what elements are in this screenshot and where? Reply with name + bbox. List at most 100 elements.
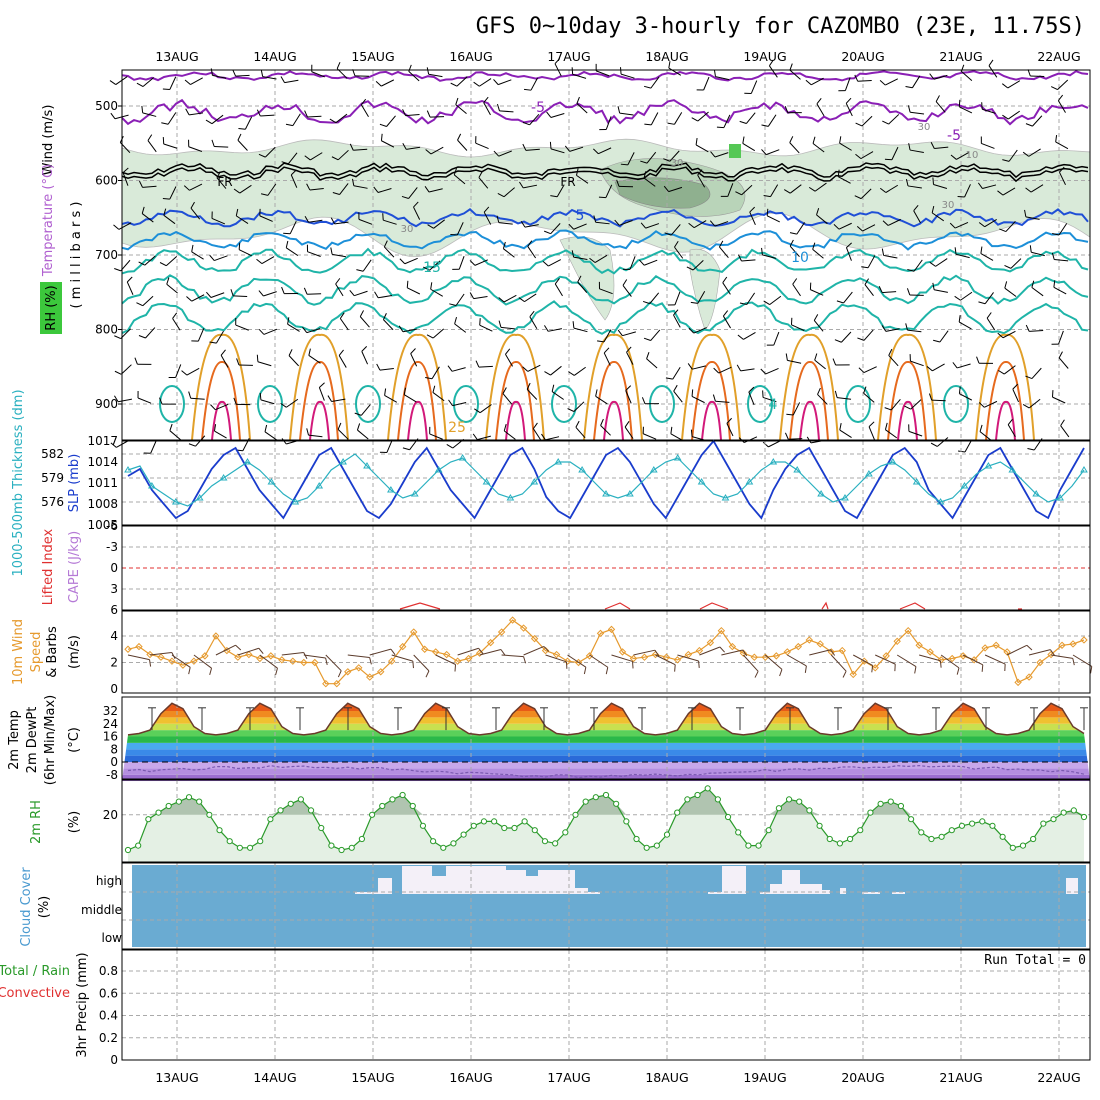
wind-barb xyxy=(810,289,824,296)
wind-barb xyxy=(501,654,524,658)
wind-barb-flag xyxy=(498,320,502,328)
wind-barb-flag xyxy=(216,171,221,179)
wind-barb-flag xyxy=(541,433,546,441)
cloud-clear-patch xyxy=(446,866,506,894)
wind-barb xyxy=(668,186,683,193)
wind-barb xyxy=(550,365,562,376)
wind-barb xyxy=(1028,398,1041,409)
wind-barb xyxy=(1025,216,1040,220)
wind-barb xyxy=(431,366,440,380)
wind-speed-marker xyxy=(959,652,967,660)
wind-barb-flag xyxy=(836,300,844,304)
wind-barb-flag xyxy=(882,120,889,125)
wind-barb-flag xyxy=(864,278,870,285)
wind-barb xyxy=(862,224,876,232)
wind-barb xyxy=(402,328,417,333)
wind-barb-flag xyxy=(188,443,196,447)
wind-barb xyxy=(697,290,706,304)
wind-barb-flag xyxy=(114,335,121,340)
rh2m-marker xyxy=(236,844,243,851)
wind-barb-flag xyxy=(863,386,867,394)
rh2m-marker xyxy=(552,840,559,847)
contour-magenta xyxy=(799,401,820,441)
rh2m-marker xyxy=(277,807,284,814)
wind-barb-flag xyxy=(390,648,396,656)
wind-barb-flag xyxy=(713,69,716,77)
rh2m-marker xyxy=(450,840,457,847)
rh2m-marker xyxy=(796,798,803,805)
wind-speed-marker xyxy=(695,646,704,655)
wind-barb xyxy=(479,404,492,414)
wind-barb-flag xyxy=(147,134,153,141)
wind-barb-flag xyxy=(335,278,341,285)
wind-speed-marker xyxy=(519,624,528,632)
wind-barb-flag xyxy=(402,143,407,150)
wind-speed-marker xyxy=(827,648,835,656)
wind-barb xyxy=(353,185,368,189)
contour-teal-loop xyxy=(747,385,773,423)
wind-barb xyxy=(381,140,395,148)
wind-barb xyxy=(715,400,730,403)
wind-barb-flag xyxy=(349,143,354,151)
slp-axis-label: SLP (mb) xyxy=(67,454,82,513)
cloud-clear-patch xyxy=(800,884,822,894)
cloud-level-label: middle xyxy=(81,903,122,917)
wind-barb-flag xyxy=(449,303,457,306)
wind-speed-marker xyxy=(717,626,726,635)
wind-barb-flag xyxy=(373,186,379,193)
wind-barb xyxy=(262,76,277,80)
wind-barb-flag xyxy=(527,240,533,247)
wind-barb-flag xyxy=(907,268,915,272)
wind-barb xyxy=(883,254,898,259)
wind-barb-flag xyxy=(398,325,404,333)
wind-barb xyxy=(867,255,876,268)
rh2m-marker xyxy=(541,838,549,845)
wind-barb-flag xyxy=(523,656,527,664)
wind-barb-flag xyxy=(256,354,259,362)
wind-barb-flag xyxy=(997,332,1004,339)
thickness-marker xyxy=(291,498,300,505)
wind-barb xyxy=(1072,654,1093,667)
wind-barb-flag xyxy=(784,106,789,113)
cloud-clear-patch xyxy=(1066,878,1078,894)
wind-barb xyxy=(244,116,253,130)
wind-barb xyxy=(595,395,608,405)
rh2m-marker xyxy=(1009,844,1016,851)
wind-barb-flag xyxy=(954,295,961,301)
wind-barb-flag xyxy=(933,339,941,343)
wind-barb-flag xyxy=(842,670,847,678)
wind-barb xyxy=(742,654,759,672)
wind-barb-flag xyxy=(304,110,308,118)
wind-barb xyxy=(550,148,565,154)
wind-speed-marker xyxy=(530,634,539,643)
wind-barb xyxy=(284,79,299,84)
wind-barb xyxy=(287,323,300,332)
temp-tick: 16 xyxy=(103,730,118,744)
wind-barb-flag xyxy=(209,254,215,261)
wind-barb xyxy=(122,172,129,186)
wind-speed-marker xyxy=(190,657,198,665)
wind-barb xyxy=(215,644,236,656)
thickness-marker xyxy=(530,478,539,485)
wind-barb xyxy=(263,328,278,335)
wind-barb-flag xyxy=(1049,649,1055,656)
wind-barb-flag xyxy=(624,421,630,428)
wind-barb-flag xyxy=(632,661,634,669)
wind-barb-flag xyxy=(576,96,580,104)
wind-barb xyxy=(408,71,420,82)
rh2m-marker xyxy=(145,816,152,823)
wind-speed-marker xyxy=(333,679,341,688)
wind-barb-flag xyxy=(812,136,816,144)
wind-barb-flag xyxy=(473,81,480,87)
rh2m-marker xyxy=(908,816,915,823)
wind-barb xyxy=(307,115,322,118)
wind-speed-marker xyxy=(409,628,418,636)
wind-barb-flag xyxy=(330,247,333,255)
wind-barb-flag xyxy=(360,98,367,106)
wind-barb-flag xyxy=(450,82,458,87)
wind-barb xyxy=(936,437,949,447)
wind-barb xyxy=(163,143,178,149)
wind-barb xyxy=(981,142,995,149)
wind-barb-flag xyxy=(786,413,794,416)
wind-barb xyxy=(1031,367,1042,379)
